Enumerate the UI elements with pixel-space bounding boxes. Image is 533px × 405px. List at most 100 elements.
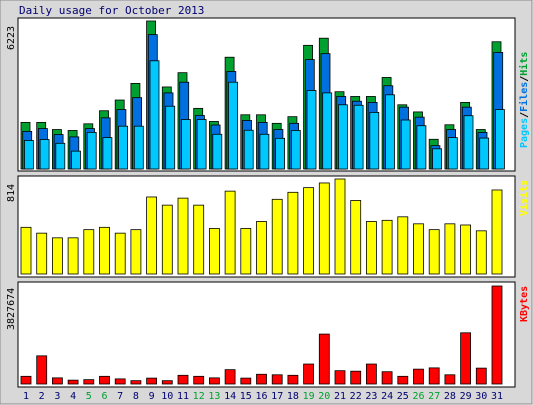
pages-bar [447, 137, 458, 170]
visits-bar [240, 228, 252, 275]
visits-bar [334, 178, 346, 275]
visits-bar [224, 190, 236, 275]
legend-separator: / [519, 76, 530, 82]
pages-bar [369, 111, 380, 170]
kbytes-bar [381, 371, 393, 385]
pages-bar [494, 109, 505, 170]
visits-bar [428, 229, 440, 275]
pages-bar [479, 137, 490, 170]
visits-bar [397, 216, 409, 275]
visits-bar [130, 229, 142, 275]
kbytes-bar [99, 375, 110, 385]
kbytes-ymax-label: 3827674 [6, 288, 17, 330]
kbytes-bar [146, 377, 158, 385]
visits-bar [20, 226, 32, 275]
kbytes-bar [256, 373, 267, 385]
pages-bar [196, 119, 207, 170]
day-label: 2 [39, 391, 45, 402]
visits-bar [444, 223, 456, 275]
kbytes-bar [350, 370, 362, 385]
hits-ymax-label: 6223 [6, 26, 17, 50]
visits-bar [287, 191, 299, 275]
hits-legend: Pages/Files/Hits [518, 52, 530, 148]
kbytes-bar [130, 380, 142, 385]
kbytes-bar [36, 355, 48, 385]
visits-bar [350, 200, 362, 275]
day-label: 3 [54, 391, 60, 402]
pages-bar [86, 131, 97, 170]
visits-bar [36, 232, 48, 275]
day-label: 21 [334, 391, 346, 402]
day-label: 23 [365, 391, 377, 402]
pages-bar [243, 129, 254, 170]
visits-bars [20, 178, 503, 275]
day-label: 1 [23, 391, 29, 402]
day-label: 29 [460, 391, 472, 402]
visits-bar [271, 198, 283, 275]
pages-bar [337, 104, 348, 170]
visits-bar [83, 229, 95, 275]
visits-bar [491, 189, 503, 275]
day-label: 19 [303, 391, 315, 402]
day-label: 7 [117, 391, 123, 402]
kbytes-bar [240, 377, 252, 385]
visits-bar [413, 223, 424, 275]
pages-bar [71, 150, 81, 170]
day-label: 27 [428, 391, 440, 402]
kbytes-bar [67, 379, 79, 385]
kbytes-bar [475, 367, 487, 385]
day-label: 14 [224, 391, 236, 402]
day-label: 5 [86, 391, 92, 402]
day-label: 8 [133, 391, 139, 402]
kbytes-bar [208, 377, 220, 385]
pages-bar [400, 119, 411, 170]
pages-bar [463, 115, 474, 170]
kbytes-bar [161, 380, 173, 385]
kbytes-bar [491, 285, 503, 385]
visits-bar [365, 221, 377, 275]
kbytes-bar [444, 374, 456, 385]
hits-bars [20, 20, 505, 170]
visits-bar [303, 187, 315, 275]
pages-bar [102, 137, 113, 170]
kbytes-bar [303, 363, 315, 385]
visits-bar [193, 204, 205, 275]
day-label: 4 [70, 391, 76, 402]
visits-bar [256, 221, 267, 275]
pages-bar [180, 119, 191, 170]
kbytes-bar [83, 379, 95, 385]
pages-bar [212, 133, 223, 170]
day-label: 16 [255, 391, 267, 402]
pages-bar [385, 94, 395, 170]
visits-bar [52, 237, 63, 275]
kbytes-bar [224, 369, 236, 385]
visits-bar [475, 230, 487, 275]
kbytes-bar [318, 333, 330, 385]
day-label: 24 [381, 391, 393, 402]
kbytes-bar [52, 377, 63, 385]
kbytes-bars [20, 285, 503, 385]
legend-hits: Hits [518, 52, 530, 76]
chart-title: Daily usage for October 2013 [19, 4, 204, 17]
day-label: 22 [350, 391, 362, 402]
day-label: 30 [475, 391, 487, 402]
pages-bar [306, 90, 317, 170]
pages-bar [165, 105, 176, 170]
pages-bar [259, 133, 270, 170]
visits-bar [114, 232, 126, 275]
visits-bar [161, 204, 173, 275]
visits-bar [381, 219, 393, 275]
pages-bar [118, 125, 128, 170]
visits-bar [460, 224, 472, 275]
day-label: 15 [240, 391, 252, 402]
kbytes-panel [17, 281, 516, 388]
pages-bar [353, 104, 364, 170]
pages-bar [55, 142, 66, 170]
day-label: 6 [101, 391, 107, 402]
kbytes-bar [365, 363, 377, 385]
day-label: 26 [412, 391, 424, 402]
visits-bar [99, 226, 110, 275]
pages-bar [290, 130, 301, 170]
pages-bar [228, 81, 238, 170]
